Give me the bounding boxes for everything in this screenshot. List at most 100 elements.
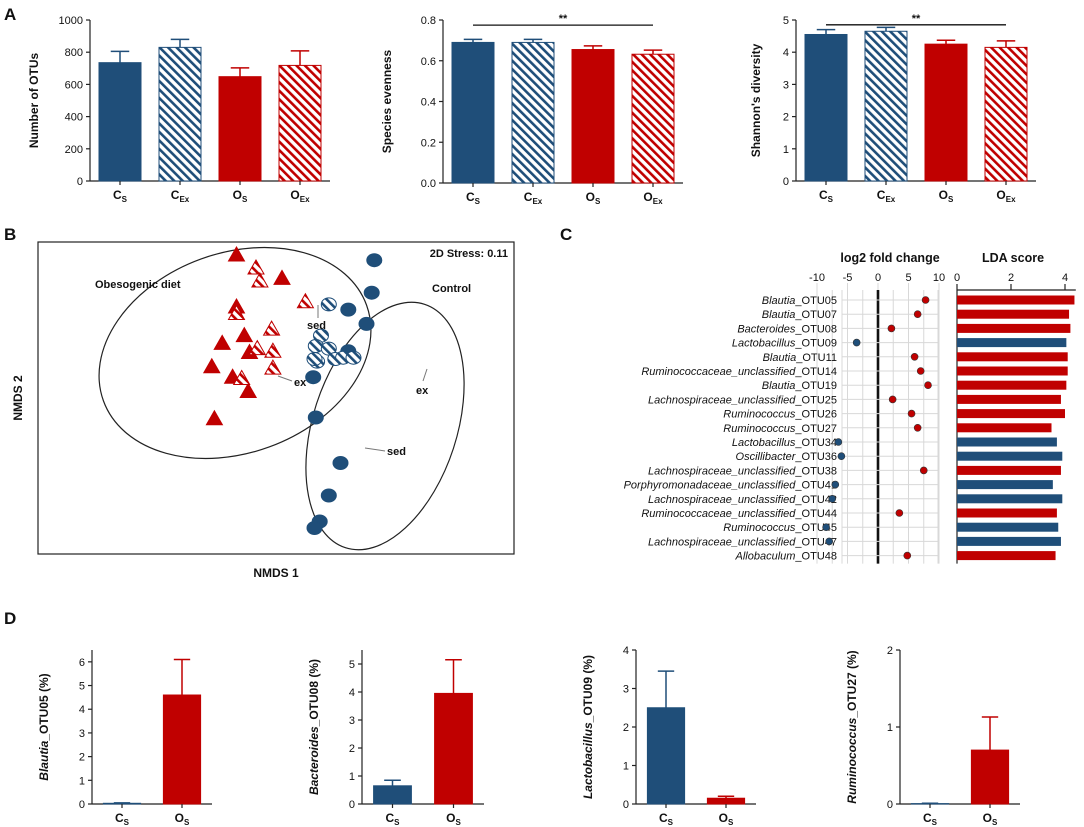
y-tick-label: 4: [79, 704, 85, 716]
category-label: CS: [659, 811, 674, 827]
fold-change-dot: [916, 367, 925, 375]
category-label: CS: [466, 190, 481, 206]
data-point: [273, 269, 291, 285]
y-tick-label: 5: [783, 15, 789, 27]
lda-bar: [957, 409, 1065, 419]
taxon-label: Blautia_OTU19: [762, 380, 837, 392]
data-point: [305, 370, 322, 385]
fold-tick-label: 5: [905, 272, 911, 284]
panel-label-c: C: [560, 225, 572, 244]
data-point: [307, 410, 324, 425]
category-label: OS: [939, 188, 954, 204]
y-tick-label: 1: [887, 722, 893, 734]
bar: [102, 802, 142, 805]
lda-bar: [957, 295, 1075, 305]
data-point: [264, 359, 282, 375]
bar: [864, 30, 908, 182]
fold-change-dot: [822, 523, 830, 532]
lda-tick-label: 0: [954, 272, 960, 284]
panel-label-b: B: [4, 225, 16, 244]
lda-bar: [957, 394, 1061, 404]
category-label: OS: [983, 811, 998, 827]
y-tick-label: 4: [623, 645, 629, 657]
bar: [984, 46, 1028, 182]
category-label: CEx: [171, 188, 190, 204]
taxon-label: Ruminococcus_OTU45: [723, 522, 837, 534]
bar: [434, 692, 473, 805]
category-label: OS: [233, 188, 248, 204]
callout-line: [422, 368, 428, 382]
taxon-label: Lactobacillus_OTU09: [732, 338, 837, 350]
y-tick-label: 0: [349, 799, 355, 811]
y-axis-label: Bacteroides_OTU08 (%): [307, 659, 321, 795]
fold-tick-label: -10: [809, 272, 825, 284]
lda-bar: [957, 536, 1061, 546]
lda-bar: [957, 465, 1061, 475]
y-tick-label: 0: [79, 799, 85, 811]
y-tick-label: 3: [349, 715, 355, 727]
y-tick-label: 0.6: [421, 56, 436, 68]
fold-change-dot: [919, 466, 928, 475]
category-label: CEx: [877, 188, 896, 204]
control-ellipse: [305, 301, 465, 551]
significance-label: **: [912, 13, 921, 25]
bar: [646, 707, 686, 805]
y-tick-label: 0.2: [421, 137, 436, 149]
y-tick-label: 1: [783, 144, 789, 156]
obesogenic-ellipse: [98, 246, 372, 460]
data-point: [248, 339, 267, 356]
data-point: [320, 488, 337, 503]
data-point: [239, 382, 258, 398]
fold-change-dot: [834, 438, 843, 446]
category-label: OS: [175, 811, 190, 827]
taxon-label: Bacteroides_OTU08: [737, 323, 837, 335]
bar: [98, 62, 142, 182]
data-point: [227, 304, 246, 320]
y-tick-label: 0.4: [421, 97, 436, 109]
bar: [218, 76, 262, 182]
fold-change-dot: [837, 452, 846, 461]
category-label: OEx: [996, 188, 1016, 204]
y-tick-label: 1: [79, 775, 85, 787]
bar: [924, 43, 968, 182]
category-label: CEx: [524, 190, 543, 206]
data-point: [363, 285, 380, 300]
data-point: [232, 369, 251, 385]
y-tick-label: 200: [65, 144, 83, 156]
fold-change-dot: [907, 409, 916, 418]
y-tick-label: 0.8: [421, 15, 436, 27]
bar: [451, 41, 495, 184]
taxon-label: Ruminococcaceae_unclassified_OTU14: [641, 366, 837, 378]
taxon-label: Blautia_OTU11: [763, 352, 837, 364]
y-axis-label: NMDS 2: [11, 375, 25, 421]
bar-chart-a2: 0.0 0.2 0.4 0.6 0.8 CS CEx OS OEx ** Species evenn…: [380, 13, 683, 206]
y-tick-label: 5: [349, 659, 355, 671]
bar: [278, 64, 322, 182]
taxon-label: Oscillibacter_OTU36: [736, 451, 837, 463]
fold-tick-label: 10: [933, 272, 945, 284]
obesogenic-label: Obesogenic diet: [95, 279, 181, 291]
lda-tick-label: 2: [1008, 272, 1014, 284]
y-tick-label: 1: [349, 771, 355, 783]
panel-label-d: D: [4, 609, 16, 628]
taxon-label: Lachnospiraceae_unclassified_OTU47: [648, 536, 837, 548]
category-label: CS: [115, 811, 130, 827]
bar-chart-d4: 0 1 2 CS OS Ruminococcus_OTU27 (%): [845, 645, 1020, 827]
fold-tick-label: -5: [843, 272, 853, 284]
data-point: [296, 292, 315, 309]
data-point: [332, 456, 349, 470]
y-tick-label: 0: [783, 176, 789, 188]
category-label: CS: [819, 188, 834, 204]
fold-change-dot: [825, 537, 834, 546]
category-label: OEx: [290, 188, 310, 204]
data-point: [320, 297, 337, 312]
y-tick-label: 2: [887, 645, 893, 657]
category-label: CS: [385, 811, 400, 827]
y-tick-label: 2: [783, 112, 789, 124]
y-tick-label: 6: [79, 657, 85, 669]
category-label: CS: [113, 188, 128, 204]
lda-bar: [957, 338, 1067, 348]
fold-change-dot: [888, 395, 897, 404]
y-tick-label: 4: [783, 47, 789, 59]
